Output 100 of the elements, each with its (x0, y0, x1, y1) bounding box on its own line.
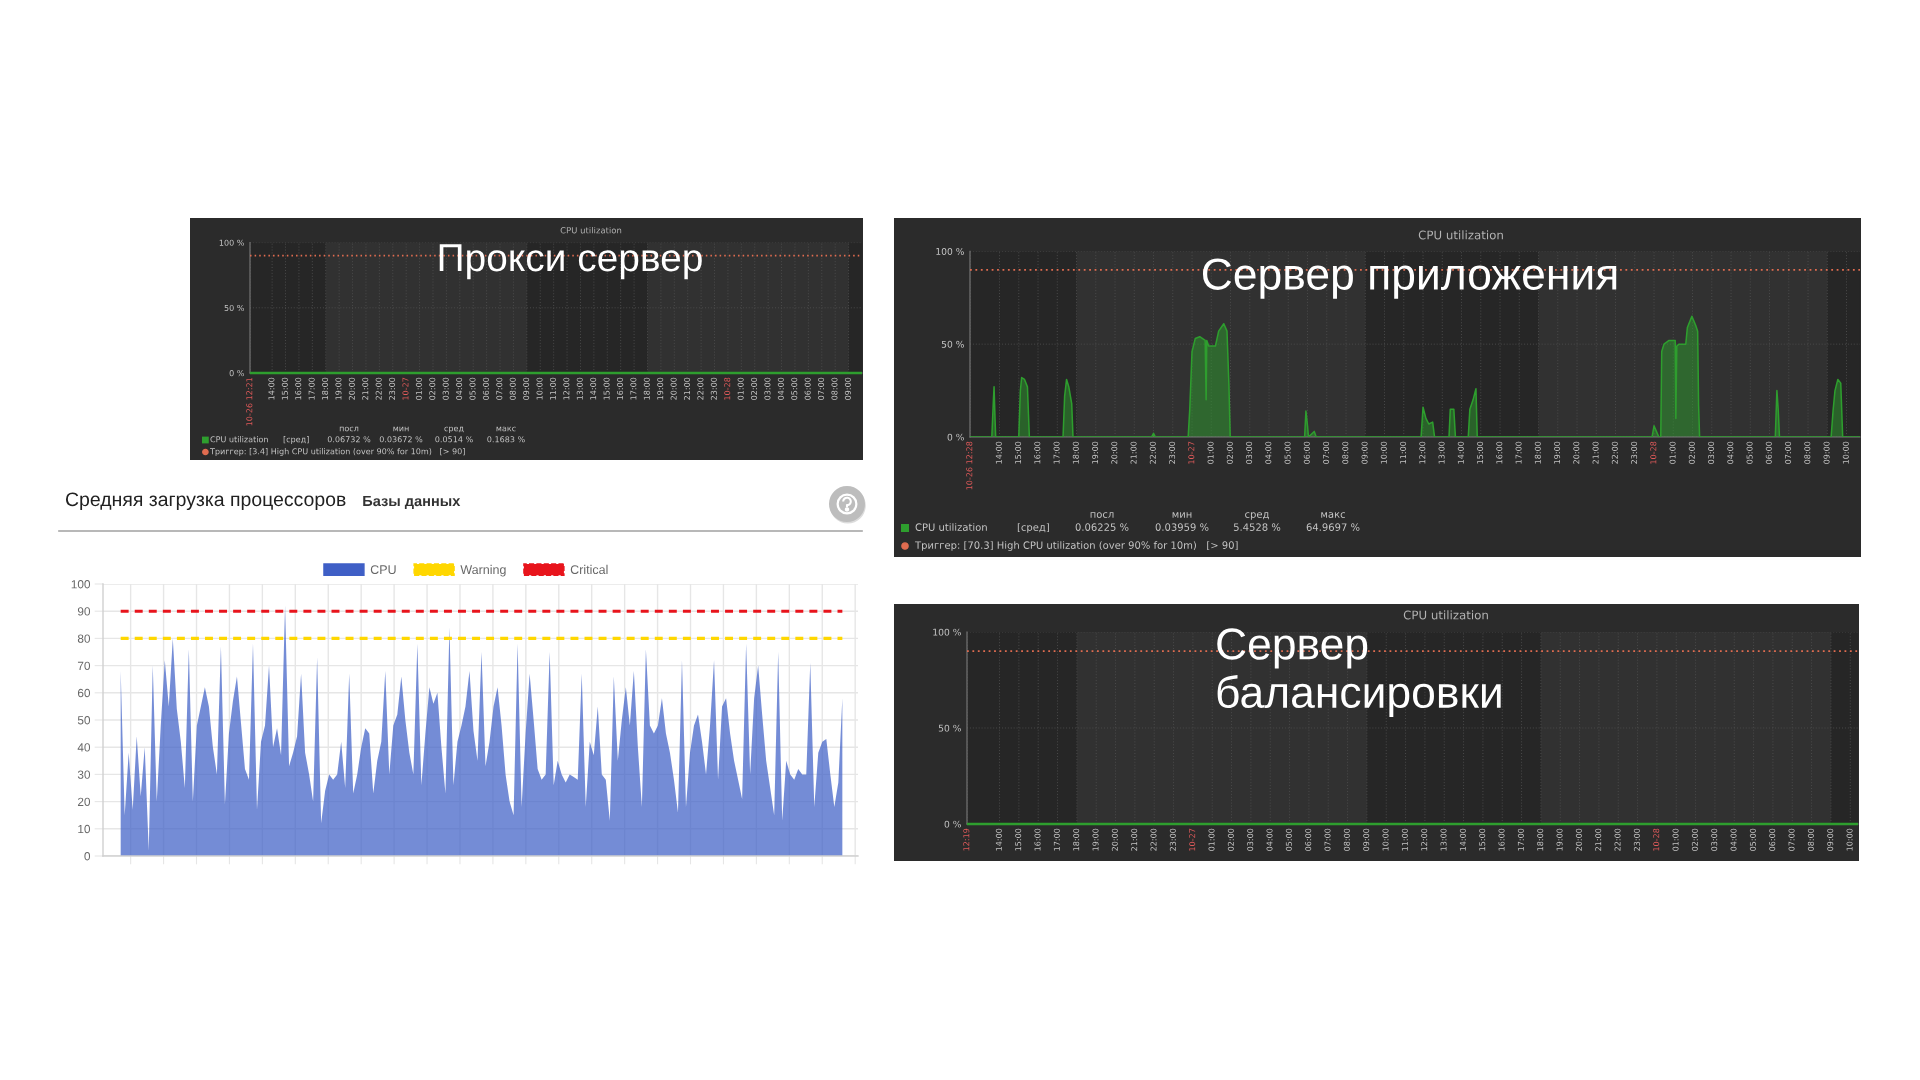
x-tick-label: 09:00 (1361, 441, 1368, 464)
x-tick-label: 23:00 (1631, 441, 1638, 464)
x-tick-label: 18:00 (1073, 828, 1080, 851)
x-tick-label: 23:00 (710, 377, 717, 400)
x-tick-label: 10-27 (402, 377, 409, 400)
x-tick-label: 05:00 (1284, 441, 1291, 464)
x-tick-label: 03:00 (764, 377, 771, 400)
text: посл (1090, 512, 1114, 518)
x-tick-label: 22:00 (697, 377, 704, 400)
x-tick-label: 13:00 (1438, 441, 1445, 464)
chart-title: CPU utilization (1403, 610, 1488, 620)
x-tick-label: 15:00 (281, 377, 288, 400)
x-tick-label: 11:00 (1400, 441, 1407, 464)
x-tick-label: 09:00 (1827, 828, 1834, 851)
x-tick-label: 17:00 (1517, 828, 1524, 851)
text: [сред] (1017, 523, 1049, 533)
x-tick-label: 04:00 (1730, 828, 1737, 851)
x-tick-label: 05:00 (1285, 828, 1292, 851)
x-tick-label: 02:00 (1691, 828, 1698, 851)
legend-label: CPU utilization (210, 436, 268, 443)
x-tick-label: 03:00 (1708, 441, 1715, 464)
y-tick-label: 100 % (933, 628, 961, 636)
x-tick-label: 23:00 (389, 377, 396, 400)
x-tick-label: 13:00 (576, 377, 583, 400)
x-tick-label: 04:00 (456, 377, 463, 400)
y-tick-label: 30 (77, 770, 91, 779)
x-tick-label: 02:00 (1226, 441, 1233, 464)
x-tick-label: 22:00 (1614, 828, 1621, 851)
x-tick-label: 09:00 (1823, 441, 1830, 464)
x-tick-label: 10-26 12:28 (966, 441, 973, 490)
x-tick-label: 03:00 (1246, 441, 1253, 464)
chart-subtitle: Прокси сервер (439, 244, 702, 280)
text: макс (496, 426, 516, 432)
y-tick-label: 0 % (944, 820, 961, 828)
x-tick-label: 15:00 (1015, 828, 1022, 851)
text: 0.06732 % (327, 436, 371, 443)
x-tick-label: 05:00 (1749, 828, 1756, 851)
x-tick-label: 22:00 (375, 377, 382, 400)
x-tick-label: 14:00 (268, 377, 275, 400)
x-tick-label: 07:00 (1785, 441, 1792, 464)
x-tick-label: 21:00 (1130, 441, 1137, 464)
x-tick-label: 22:00 (1149, 441, 1156, 464)
x-tick-label: 03:00 (442, 377, 449, 400)
x-tick-label: 18:00 (1072, 441, 1079, 464)
x-tick-label: 07:00 (1324, 828, 1331, 851)
x-tick-label: 08:00 (831, 377, 838, 400)
x-tick-label: 01:00 (1672, 828, 1679, 851)
x-tick-label: 08:00 (1804, 441, 1811, 464)
x-tick-label: 10:00 (536, 377, 543, 400)
x-tick-label: 18:00 (643, 377, 650, 400)
x-tick-label: 23:00 (1633, 828, 1640, 851)
y-tick-label: 20 (77, 797, 91, 806)
text: сред (1245, 512, 1269, 520)
x-tick-label: 09:00 (1363, 828, 1370, 851)
x-tick-label: 20:00 (348, 377, 355, 400)
y-tick-label: 90 (77, 607, 91, 616)
x-tick-label: 10-28 (1650, 441, 1657, 464)
y-tick-label: 70 (77, 661, 91, 670)
x-tick-label: 21:00 (683, 377, 691, 400)
x-tick-label: 16:00 (616, 377, 624, 400)
x-tick-label: 22:00 (1611, 441, 1618, 464)
text: 0.03959 % (1155, 523, 1209, 531)
x-tick-label: 17:00 (1053, 828, 1060, 851)
legend-label: Warning (460, 564, 506, 577)
x-tick-label: 23:00 (1169, 441, 1176, 464)
x-tick-label: 07:00 (496, 377, 503, 400)
x-tick-label: 07:00 (1323, 441, 1330, 464)
x-tick-label: 19:00 (335, 377, 342, 400)
x-tick-label: 21:00 (1592, 441, 1599, 464)
x-tick-label: 20:00 (1111, 441, 1118, 464)
x-tick-label: 21:00 (1595, 828, 1602, 851)
text: 0.06225 % (1075, 523, 1129, 531)
x-tick-label: 20:00 (1575, 828, 1582, 851)
x-tick-label: 01:00 (1207, 441, 1214, 464)
x-tick-label: 16:00 (1498, 828, 1505, 851)
x-tick-label: 06:00 (804, 377, 811, 400)
y-tick-label: 40 (77, 743, 91, 752)
x-tick-label: 16:00 (1034, 828, 1041, 851)
x-tick-label: 04:00 (1265, 441, 1272, 464)
x-tick-label: 06:00 (1305, 828, 1312, 851)
x-tick-label: 21:00 (362, 377, 369, 400)
x-tick-label: 01:00 (1669, 441, 1676, 464)
x-tick-label: 04:00 (1727, 441, 1734, 464)
x-tick-label: 10-26 12:21 (246, 377, 253, 426)
legend-label: Триггер: [70.3] High CPU utilization (over 90% for 10m) [> 90] (914, 541, 1238, 551)
x-tick-label: 10:00 (1380, 441, 1387, 464)
x-tick-label: 03:00 (1247, 828, 1254, 851)
text: 5.4528 % (1233, 523, 1281, 531)
x-tick-label: 14:00 (1457, 441, 1464, 464)
x-tick-label: 20:00 (1573, 441, 1580, 464)
x-tick-label: 12:19 (963, 828, 970, 851)
x-tick-label: 17:00 (630, 377, 637, 400)
x-tick-label: 18:00 (1537, 828, 1544, 851)
text: 0.1683 % (487, 436, 525, 443)
y-tick-label: 50 (77, 716, 91, 725)
text: макс (1321, 512, 1345, 518)
x-tick-label: 02:00 (1688, 441, 1695, 464)
x-tick-label: 19:00 (1554, 441, 1561, 464)
x-tick-label: 15:00 (1479, 828, 1486, 851)
x-tick-label: 08:00 (1342, 441, 1349, 464)
